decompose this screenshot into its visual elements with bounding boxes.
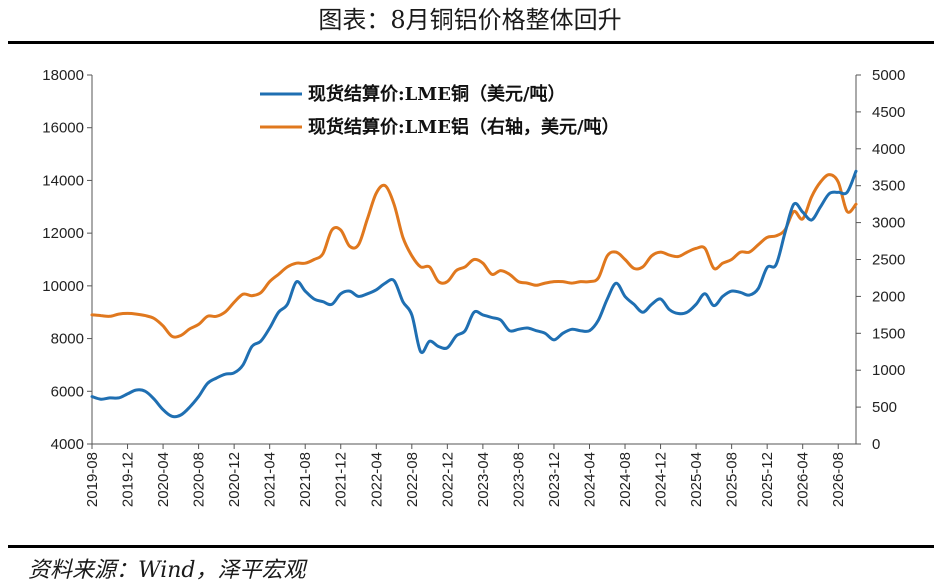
x-tick-label: 2020-04 — [155, 452, 172, 507]
x-tick-label: 2022-08 — [404, 452, 421, 507]
y-right-tick-label: 3500 — [872, 178, 905, 195]
y-right-tick-label: 5000 — [872, 67, 905, 84]
y-right-tick-label: 2500 — [872, 252, 905, 269]
x-tick-label: 2024-04 — [581, 452, 598, 507]
series-line-copper — [90, 169, 858, 419]
x-tick-label: 2021-08 — [297, 452, 314, 507]
x-tick-label: 2021-04 — [262, 452, 279, 507]
y-right-tick-label: 2000 — [872, 288, 905, 305]
y-right-tick-label: 3000 — [872, 215, 905, 232]
x-tick-label: 2024-12 — [653, 452, 670, 507]
legend: 现货结算价:LME铜（美元/吨） 现货结算价:LME铝（右轴，美元/吨） — [260, 83, 620, 138]
x-tick-label: 2023-08 — [510, 452, 527, 507]
x-tick-label: 2025-04 — [688, 452, 705, 507]
y-right-tick-label: 1500 — [872, 325, 905, 342]
top-rule — [8, 41, 934, 44]
y-right-tick-label: 1000 — [872, 362, 905, 379]
x-tick-label: 2019-08 — [84, 452, 101, 507]
source-note: 资料来源：Wind，泽平宏观 — [28, 558, 306, 583]
y-left-tick-label: 8000 — [51, 331, 84, 348]
y-left-tick-label: 12000 — [42, 225, 84, 242]
y-left-tick-label: 18000 — [42, 67, 84, 84]
y-right-tick-label: 0 — [872, 436, 880, 453]
y-right-tick-label: 4500 — [872, 104, 905, 121]
x-tick-label: 2024-08 — [617, 452, 634, 507]
x-tick-label: 2023-04 — [475, 452, 492, 507]
x-tick-label: 2026-08 — [830, 452, 847, 507]
x-tick-label: 2025-08 — [724, 452, 741, 507]
y-left-tick-label: 4000 — [51, 436, 84, 453]
x-tick-label: 2022-04 — [368, 452, 385, 507]
series-line-aluminum — [90, 173, 858, 339]
x-tick-label: 2023-12 — [546, 452, 563, 507]
y-left-tick-label: 16000 — [42, 120, 84, 137]
x-tick-label: 2020-12 — [226, 452, 243, 507]
x-tick-label: 2021-12 — [333, 452, 350, 507]
y-left-tick-label: 14000 — [42, 172, 84, 189]
x-tick-label: 2026-04 — [795, 452, 812, 507]
legend-label-aluminum: 现货结算价:LME铝（右轴，美元/吨） — [308, 116, 620, 138]
y-right-tick-label: 4000 — [872, 141, 905, 158]
x-tick-label: 2022-12 — [439, 452, 456, 507]
series-lines — [90, 169, 858, 419]
x-tick-label: 2019-12 — [120, 452, 137, 507]
bottom-rule — [8, 545, 934, 548]
page-title: 图表：8月铜铝价格整体回升 — [318, 6, 622, 34]
legend-label-copper: 现货结算价:LME铜（美元/吨） — [308, 83, 566, 105]
y-left-tick-label: 10000 — [42, 278, 84, 295]
y-left-tick-label: 6000 — [51, 383, 84, 400]
x-tick-label: 2025-12 — [759, 452, 776, 507]
axes: 4000 6000 8000 10000 12000 14000 16000 18000 0 50… — [42, 67, 905, 507]
x-tick-label: 2020-08 — [191, 452, 208, 507]
y-right-tick-label: 500 — [872, 399, 897, 416]
